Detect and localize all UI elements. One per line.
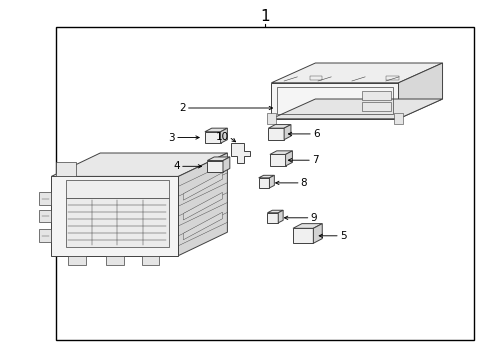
Text: 4: 4: [173, 161, 180, 171]
Polygon shape: [267, 213, 278, 223]
Polygon shape: [271, 63, 442, 83]
Polygon shape: [268, 125, 290, 128]
Text: 9: 9: [310, 213, 317, 223]
Text: 8: 8: [300, 178, 307, 188]
Text: 5: 5: [339, 231, 346, 241]
Polygon shape: [278, 210, 283, 223]
Polygon shape: [51, 176, 178, 256]
Polygon shape: [51, 153, 227, 176]
Bar: [277, 87, 392, 114]
Polygon shape: [271, 99, 442, 119]
Polygon shape: [258, 178, 269, 188]
Polygon shape: [258, 175, 274, 178]
Polygon shape: [106, 256, 123, 265]
Polygon shape: [220, 128, 227, 143]
Bar: [361, 91, 390, 100]
Polygon shape: [223, 157, 229, 172]
Text: 3: 3: [168, 132, 175, 143]
Polygon shape: [183, 212, 222, 240]
Polygon shape: [292, 228, 313, 243]
Polygon shape: [230, 143, 250, 163]
Polygon shape: [267, 210, 283, 213]
Text: 6: 6: [312, 129, 319, 139]
Polygon shape: [68, 256, 85, 265]
Bar: [386, 76, 398, 80]
Polygon shape: [178, 153, 227, 256]
Polygon shape: [56, 162, 76, 176]
Polygon shape: [269, 154, 285, 166]
Polygon shape: [39, 210, 51, 222]
Text: 10: 10: [215, 132, 228, 142]
Text: 7: 7: [311, 155, 318, 165]
Bar: [266, 113, 276, 124]
Polygon shape: [313, 224, 322, 243]
Polygon shape: [204, 132, 220, 143]
Polygon shape: [284, 125, 290, 140]
Bar: [56, 27, 473, 340]
Polygon shape: [207, 161, 223, 172]
Polygon shape: [66, 180, 168, 198]
Bar: [309, 76, 322, 80]
Polygon shape: [183, 173, 222, 200]
Polygon shape: [269, 175, 274, 188]
Polygon shape: [398, 63, 442, 119]
Text: 2: 2: [179, 103, 185, 113]
Bar: [393, 113, 403, 124]
Polygon shape: [271, 83, 398, 119]
Polygon shape: [269, 151, 292, 154]
Bar: [361, 102, 390, 111]
Polygon shape: [66, 198, 168, 247]
Polygon shape: [183, 192, 222, 220]
Polygon shape: [39, 229, 51, 242]
Polygon shape: [285, 151, 292, 166]
Polygon shape: [204, 128, 227, 132]
Polygon shape: [39, 192, 51, 205]
Polygon shape: [292, 224, 322, 228]
Text: 1: 1: [260, 9, 270, 24]
Polygon shape: [207, 157, 229, 161]
Polygon shape: [268, 128, 284, 140]
Polygon shape: [142, 256, 159, 265]
